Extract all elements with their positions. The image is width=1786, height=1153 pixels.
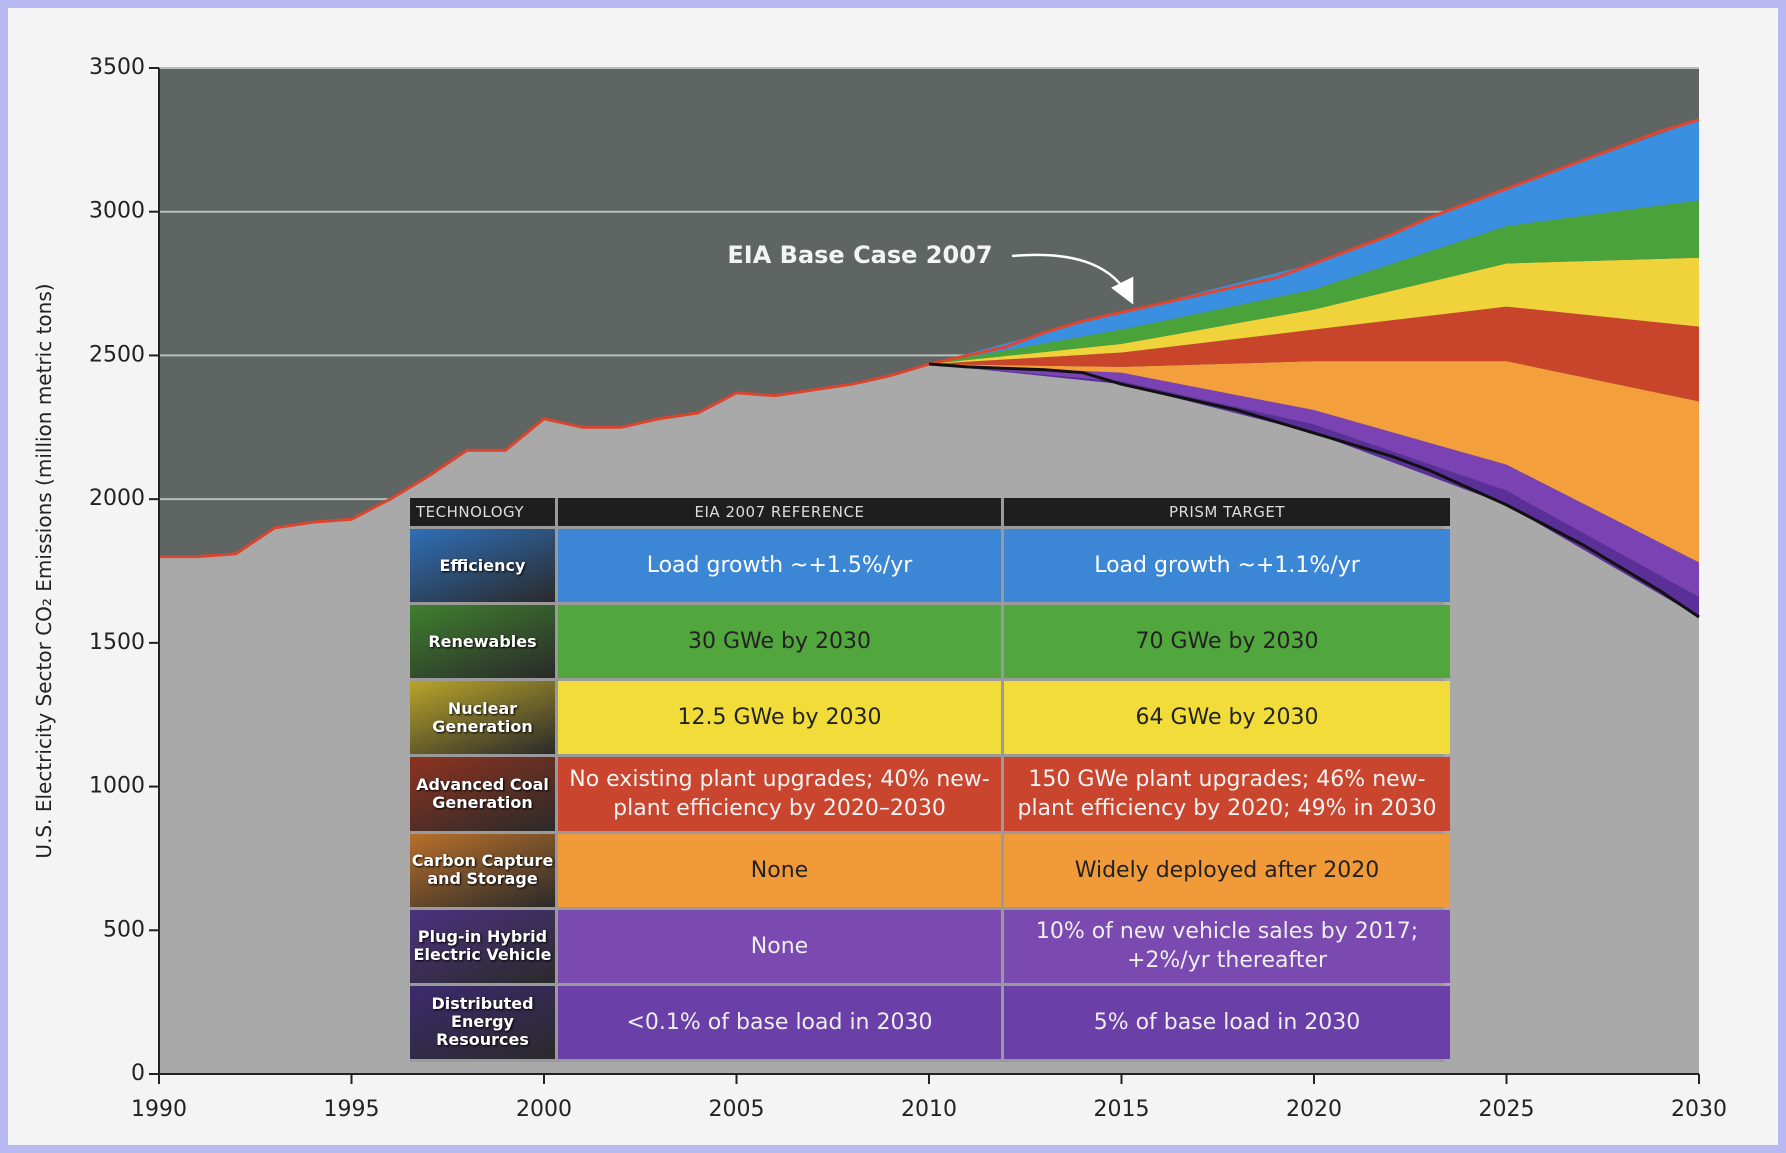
table-header: PRISM TARGET — [1004, 498, 1450, 526]
table-cell: <0.1% of base load in 2030 — [558, 986, 1001, 1059]
x-tick-label: 2010 — [901, 1097, 957, 1122]
x-tick-label: 2015 — [1094, 1097, 1150, 1122]
table-cell: 10% of new vehicle sales by 2017; +2%/yr… — [1004, 910, 1450, 983]
table-cell: 64 GWe by 2030 — [1004, 681, 1450, 754]
table-cell: None — [558, 910, 1001, 983]
table-cell: None — [558, 834, 1001, 907]
y-tick-label: 3000 — [89, 199, 145, 224]
table-cell: 5% of base load in 2030 — [1004, 986, 1450, 1059]
technology-name: Carbon Capture and Storage — [410, 834, 555, 907]
table-cell: 70 GWe by 2030 — [1004, 605, 1450, 678]
table-cell: 150 GWe plant upgrades; 46% new-plant ef… — [1004, 757, 1450, 830]
annotation: EIA Base Case 2007 — [727, 241, 992, 269]
x-tick-label: 2020 — [1286, 1097, 1342, 1122]
technology-name: Renewables — [410, 605, 555, 678]
y-tick-label: 0 — [131, 1061, 145, 1086]
table-cell: 30 GWe by 2030 — [558, 605, 1001, 678]
technology-name: Nuclear Generation — [410, 681, 555, 754]
table-cell: 12.5 GWe by 2030 — [558, 681, 1001, 754]
x-tick-label: 2030 — [1671, 1097, 1727, 1122]
y-axis-label: U.S. Electricity Sector CO₂ Emissions (m… — [32, 283, 56, 858]
technology-name: Distributed Energy Resources — [410, 986, 555, 1059]
table-cell: Widely deployed after 2020 — [1004, 834, 1450, 907]
technology-name: Plug-in Hybrid Electric Vehicle — [410, 910, 555, 983]
page: {"chart_data": { "type": "area", "ylabel… — [0, 0, 1786, 1153]
table-cell: Load growth ~+1.1%/yr — [1004, 529, 1450, 602]
table-cell: No existing plant upgrades; 40% new-plan… — [558, 757, 1001, 830]
x-tick-label: 2000 — [516, 1097, 572, 1122]
x-tick-label: 2025 — [1479, 1097, 1535, 1122]
x-tick-label: 1990 — [131, 1097, 187, 1122]
y-tick-label: 2000 — [89, 486, 145, 511]
technology-name: Advanced Coal Generation — [410, 757, 555, 830]
table-header: EIA 2007 REFERENCE — [558, 498, 1001, 526]
technology-name: Efficiency — [410, 529, 555, 602]
table-header: TECHNOLOGY — [410, 498, 555, 526]
y-tick-label: 1000 — [89, 774, 145, 799]
y-tick-label: 3500 — [89, 55, 145, 80]
y-tick-label: 500 — [103, 917, 145, 942]
y-tick-label: 1500 — [89, 630, 145, 655]
table-cell: Load growth ~+1.5%/yr — [558, 529, 1001, 602]
y-tick-label: 2500 — [89, 342, 145, 367]
x-tick-label: 2005 — [709, 1097, 765, 1122]
x-tick-label: 1995 — [324, 1097, 380, 1122]
